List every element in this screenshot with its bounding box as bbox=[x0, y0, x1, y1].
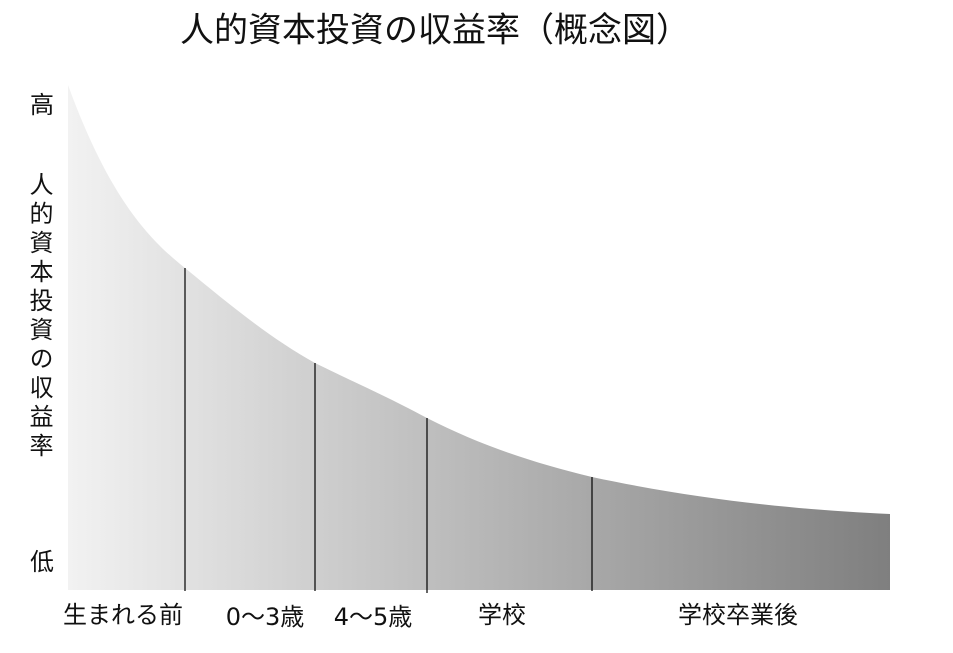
low-label: 低 bbox=[30, 548, 54, 576]
stage-label: 学校 bbox=[478, 601, 526, 629]
title: 人的資本投資の収益率（概念図） bbox=[180, 11, 690, 51]
high-label: 高 bbox=[30, 91, 54, 119]
stage-label: 0〜3歳 bbox=[226, 603, 305, 631]
stage-label: 4〜5歳 bbox=[334, 603, 413, 631]
y-axis-label: 人的資本投資の収益率 bbox=[25, 172, 53, 462]
stage-label: 生まれる前 bbox=[63, 601, 183, 629]
stage-dividers bbox=[184, 268, 593, 593]
stage-label: 学校卒業後 bbox=[678, 601, 798, 629]
return-curve-area bbox=[68, 85, 890, 590]
